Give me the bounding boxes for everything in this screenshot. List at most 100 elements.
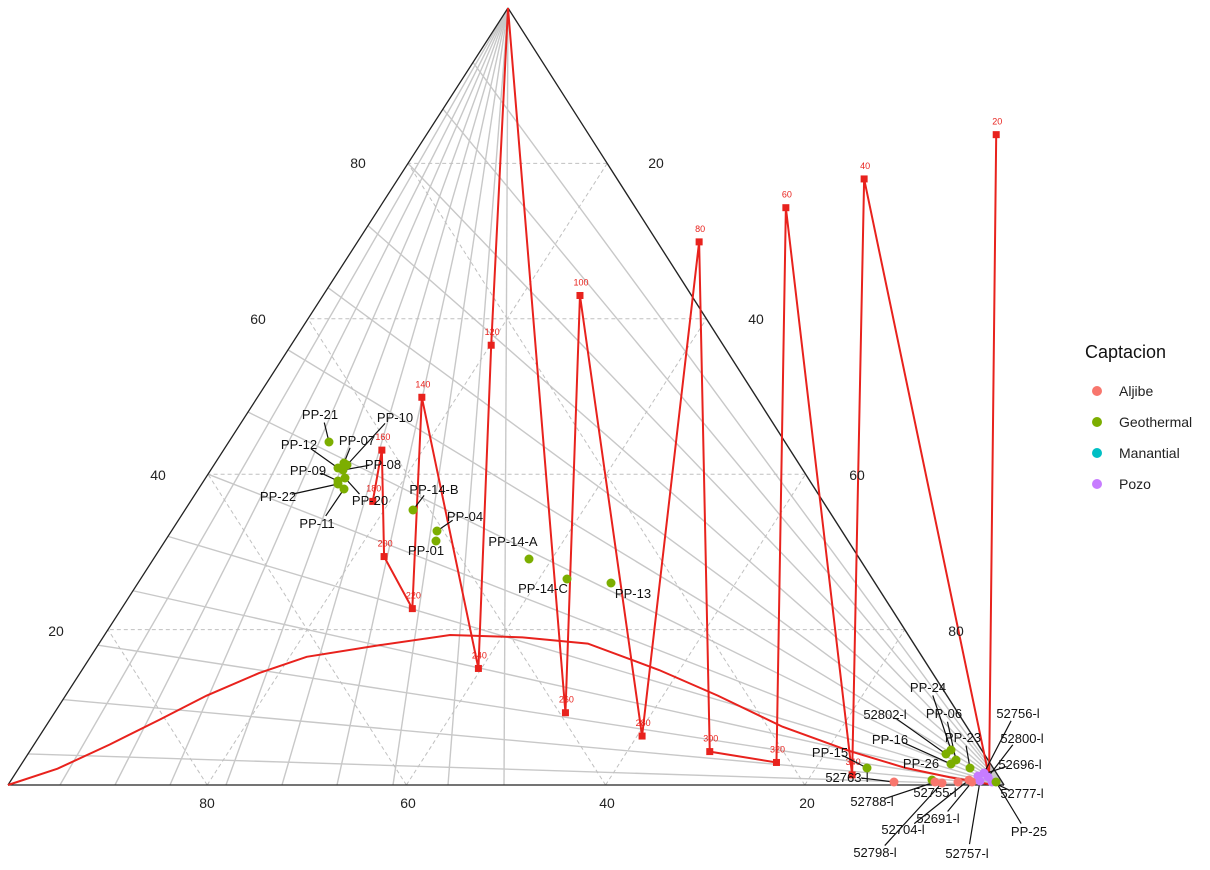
- legend-item-geothermal: Geothermal: [1085, 406, 1192, 437]
- temperature-marker: [418, 393, 426, 401]
- legend-label-pozo: Pozo: [1119, 475, 1151, 492]
- sample-point: [333, 479, 343, 489]
- sample-label: PP-22: [260, 489, 296, 504]
- legend-title: Captacion: [1085, 342, 1167, 362]
- sample-label: PP-15: [812, 745, 848, 760]
- sample-point-group: [324, 437, 1001, 788]
- label-leader-line: [983, 720, 1012, 774]
- sample-label: PP-12: [281, 437, 317, 452]
- sample-point: [324, 437, 334, 447]
- legend-label-aljibe: Aljibe: [1119, 382, 1154, 399]
- top-fan-line: [503, 7, 509, 786]
- sample-point: [937, 778, 947, 788]
- temperature-label: 140: [415, 379, 430, 389]
- isotherm-line-group: [27, 7, 1005, 786]
- sample-label-group: PP-21 PP-10 PP-12 PP-07 PP-08 PP-09 PP-22 PP-20…: [260, 407, 1047, 861]
- temperature-marker: [782, 204, 790, 212]
- sample-label: PP-14-A: [488, 534, 537, 549]
- tick-label-bottom: 20: [799, 795, 815, 811]
- sample-label: PP-06: [926, 706, 962, 721]
- legend: Captacion Aljibe Geothermal Manantial Po…: [1085, 342, 1192, 499]
- temperature-label: 160: [375, 432, 390, 442]
- label-leader-line: [995, 781, 1022, 824]
- temperature-marker: [380, 553, 388, 561]
- tick-label-right: 20: [648, 155, 664, 171]
- top-fan-line: [114, 7, 509, 786]
- equilibrium-curve-lower: [7, 634, 995, 786]
- label-leader-line: [842, 755, 868, 769]
- sample-label: PP-16: [872, 732, 908, 747]
- right-fan-line: [247, 411, 1005, 786]
- sample-label: PP-14-C: [518, 581, 568, 596]
- label-leader-line: [291, 483, 339, 495]
- top-fan-line: [169, 7, 509, 786]
- sample-label: PP-25: [1011, 824, 1047, 839]
- sample-label: 52757-l: [945, 846, 988, 861]
- top-fan-line: [281, 7, 509, 786]
- temperature-label: 100: [573, 277, 588, 287]
- sample-point: [408, 505, 418, 515]
- label-leader-line: [884, 782, 943, 846]
- sample-label: 52763-l: [825, 770, 868, 785]
- sample-label: PP-13: [615, 586, 651, 601]
- temperature-label: 120: [485, 327, 500, 337]
- sample-label: PP-11: [299, 516, 334, 531]
- legend-label-geothermal: Geothermal: [1119, 413, 1193, 430]
- label-leader-line: [913, 779, 970, 825]
- sample-label: 52755-l: [913, 785, 956, 800]
- sample-point: [432, 526, 442, 536]
- sample-label: 52777-l: [1000, 786, 1043, 801]
- temperature-label: 280: [636, 718, 651, 728]
- tick-label-left: 80: [350, 155, 366, 171]
- top-fan-line: [59, 7, 509, 786]
- dashed-grid-group: [107, 162, 906, 786]
- legend-item-aljibe: Aljibe: [1085, 375, 1192, 406]
- tick-label-group: 80 60 40 20 20 40 60 80 20 40 60 80: [48, 155, 964, 811]
- temperature-label: 80: [695, 224, 705, 234]
- legend-dot-pozo: [1092, 478, 1102, 489]
- temperature-marker: [408, 605, 416, 613]
- sample-point: [991, 777, 1001, 787]
- temperature-label: 60: [782, 190, 792, 200]
- right-fan-line: [132, 590, 1005, 786]
- temperature-label: 340: [846, 757, 861, 767]
- sample-point: [339, 484, 349, 494]
- tick-label-bottom: 80: [199, 795, 215, 811]
- temperature-label: 240: [472, 650, 487, 660]
- sample-point: [862, 763, 872, 773]
- label-leader-line: [885, 781, 936, 799]
- temperature-label: 200: [378, 539, 393, 549]
- temperature-marker: [638, 732, 646, 740]
- temperature-marker: [706, 748, 714, 756]
- label-leader-line: [902, 741, 952, 765]
- sample-label: PP-10: [377, 410, 413, 425]
- sample-label: PP-24: [910, 680, 946, 695]
- tick-label-left: 60: [250, 311, 266, 327]
- left-edge: [7, 7, 509, 786]
- legend-label-manantial: Manantial: [1119, 444, 1180, 461]
- sample-point: [340, 473, 350, 483]
- right-fan-line: [167, 535, 1005, 786]
- sample-label: PP-09: [290, 463, 326, 478]
- sample-label: PP-26: [903, 756, 939, 771]
- label-leader-line: [325, 488, 345, 517]
- label-leader-line: [860, 777, 895, 783]
- sample-point: [431, 536, 441, 546]
- legend-dot-aljibe: [1092, 385, 1102, 396]
- sample-label: 52696-l: [998, 757, 1041, 772]
- grid-line-left: [307, 318, 607, 786]
- grid-line-left: [407, 163, 806, 786]
- tick-label-right: 40: [748, 311, 764, 327]
- sample-point: [339, 458, 349, 468]
- sample-point: [946, 759, 956, 769]
- sample-label: PP-23: [945, 730, 981, 745]
- right-fan-line: [207, 473, 1005, 786]
- top-fan-line: [225, 7, 509, 786]
- sample-point: [338, 465, 348, 475]
- temperature-marker: [848, 771, 856, 779]
- right-fan-line: [442, 108, 1005, 786]
- sample-label: 52704-l: [881, 822, 924, 837]
- temperature-marker: [860, 175, 868, 183]
- sample-label: 52788-l: [850, 794, 893, 809]
